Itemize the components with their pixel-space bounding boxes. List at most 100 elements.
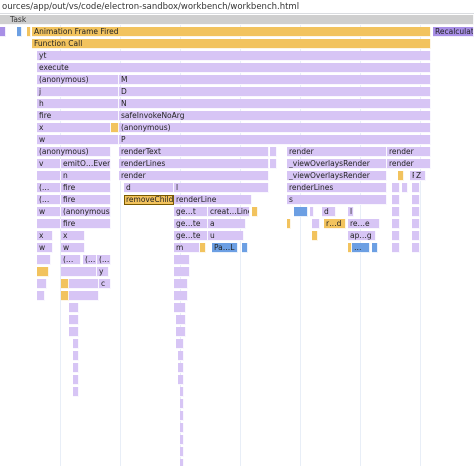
flame-block[interactable]: n [61,171,111,181]
task-bar[interactable]: Task [0,15,474,25]
flame-block[interactable] [294,207,308,217]
flame-block[interactable]: renderLines [119,159,269,169]
flame-block[interactable] [392,219,400,229]
flame-block[interactable] [180,387,184,397]
flame-block[interactable]: y [97,267,109,277]
flame-block[interactable] [73,375,79,385]
flame-block[interactable]: render [387,159,431,169]
flame-block[interactable] [174,279,188,289]
flame-block[interactable]: _viewOverlaysRender [287,159,387,169]
flame-block[interactable]: (… [61,255,81,265]
flame-block[interactable] [392,231,400,241]
flame-block[interactable] [176,327,186,337]
flame-block[interactable] [178,351,184,361]
flame-block[interactable]: (anonymous) [37,75,119,85]
remove-child-block[interactable]: removeChild [124,195,174,205]
flame-block[interactable] [180,459,184,466]
flame-block[interactable]: fire [37,111,119,121]
flame-block[interactable] [174,267,190,277]
flame-block[interactable]: fire [61,219,111,229]
flame-block[interactable] [392,243,400,253]
flame-block[interactable] [312,219,320,229]
flame-block[interactable]: (anonymous) [119,123,431,133]
flame-block[interactable] [287,219,291,229]
flame-block[interactable] [402,183,408,193]
flame-block[interactable]: _viewOverlaysRender [287,171,387,181]
flame-block[interactable]: (… [97,255,111,265]
flame-block[interactable] [412,195,420,205]
flame-block[interactable]: d [124,183,174,193]
flame-block[interactable] [392,207,400,217]
flame-block[interactable] [37,171,61,181]
flame-block[interactable] [270,159,277,169]
flame-block[interactable] [180,435,184,445]
flame-block[interactable]: emitO…Event [61,159,111,169]
flame-block[interactable] [178,375,184,385]
flame-block[interactable]: (anonymous) [37,147,111,157]
flame-block[interactable] [69,279,99,289]
flame-block[interactable] [37,255,51,265]
flame-block[interactable]: re…e [348,219,380,229]
flame-block[interactable] [37,219,61,229]
flame-block[interactable]: w [37,243,53,253]
flame-block[interactable]: u [208,231,244,241]
flame-block[interactable] [312,231,318,241]
flame-block[interactable] [392,195,400,205]
flame-block[interactable] [174,255,190,265]
flame-block[interactable] [180,447,184,457]
flame-block[interactable] [61,291,69,301]
flame-block[interactable]: render [287,147,387,157]
flame-block[interactable]: w [37,207,61,217]
flame-block[interactable]: renderText [119,147,269,157]
flame-block[interactable]: d [322,207,336,217]
flame-block[interactable]: N [119,99,431,109]
flame-block[interactable] [73,363,79,373]
flame-block[interactable] [37,279,47,289]
flame-block[interactable] [252,207,258,217]
flame-block[interactable] [73,351,79,361]
flame-block[interactable]: fire [61,195,111,205]
flame-block[interactable]: j [37,87,119,97]
flame-block[interactable]: render [119,171,269,181]
flame-block[interactable] [242,243,248,253]
flame-block[interactable]: Z [414,171,426,181]
flame-block[interactable]: r…d [324,219,346,229]
flame-block[interactable] [412,219,420,229]
flame-block[interactable]: fire [61,183,111,193]
flame-block[interactable] [69,327,79,337]
flame-block[interactable] [412,243,420,253]
flame-block[interactable] [27,27,31,37]
flame-block[interactable]: (… [37,183,61,193]
flame-block[interactable]: w [61,243,85,253]
flame-block[interactable] [37,291,45,301]
flame-block[interactable] [69,315,79,325]
flame-block[interactable] [176,315,186,325]
flame-block[interactable]: (anonymous) [61,207,111,217]
flame-block[interactable]: … [352,243,370,253]
flame-block[interactable]: renderLines [287,183,387,193]
flame-block[interactable] [174,291,188,301]
flame-block[interactable] [398,171,404,181]
flame-block[interactable]: ge…t [174,207,208,217]
flame-block[interactable] [176,339,184,349]
flame-block[interactable]: ge…te [174,231,208,241]
flame-block[interactable]: ap…g [348,231,376,241]
flame-block[interactable]: m [174,243,200,253]
flame-block[interactable]: safeInvokeNoArg [119,111,431,121]
flame-block[interactable] [174,303,186,313]
flame-block[interactable] [180,411,184,421]
flame-block[interactable] [412,183,420,193]
flame-block[interactable]: a [208,219,246,229]
flame-block[interactable] [412,207,420,217]
flame-block[interactable]: Pa…L [212,243,238,253]
flame-block[interactable] [200,243,206,253]
flame-block[interactable] [69,303,79,313]
flame-block[interactable]: (… [37,195,61,205]
flame-block[interactable] [180,423,184,433]
flame-block[interactable] [270,147,277,157]
flame-block[interactable] [17,27,22,37]
flame-block[interactable]: P [119,135,431,145]
flame-block[interactable] [310,207,314,217]
flame-block[interactable]: w [37,135,119,145]
flame-block[interactable]: v [37,159,61,169]
